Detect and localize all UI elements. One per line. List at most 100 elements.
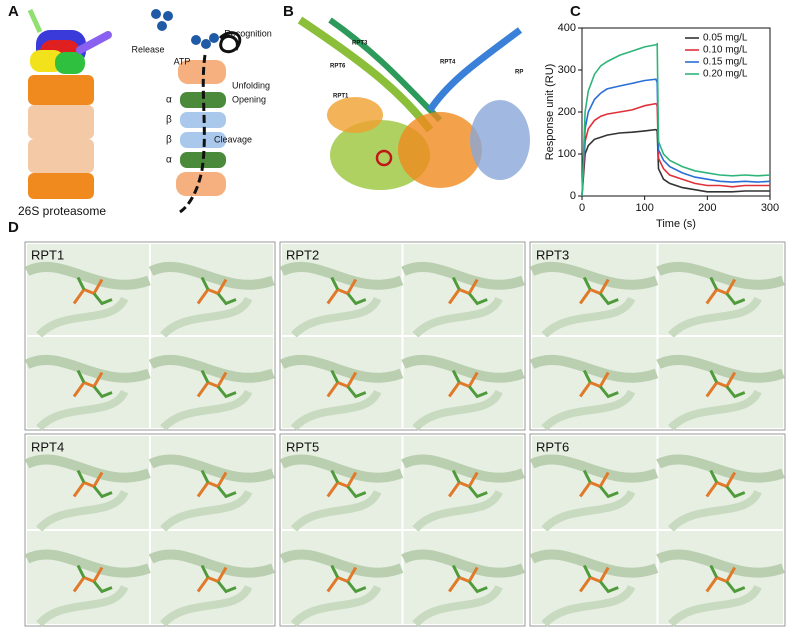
ribbon [160, 489, 253, 532]
ligand [196, 471, 228, 498]
ligand [582, 564, 619, 594]
legend-label: 0.15 mg/L [703, 57, 748, 68]
subunit-label: RPT1 [333, 94, 349, 100]
ligand [72, 471, 104, 498]
ribbon [36, 296, 129, 338]
y-tick-label: 100 [558, 148, 576, 160]
ligand [330, 276, 367, 306]
ligand [76, 564, 113, 594]
ligand [448, 566, 479, 593]
ribbon [667, 584, 762, 627]
x-tick-label: 300 [761, 202, 779, 214]
ligand [76, 369, 113, 399]
step-label: Cleavage [214, 134, 252, 144]
ligand [579, 566, 610, 593]
ribbon [412, 489, 503, 532]
ribbon [401, 261, 525, 290]
step-label: ATP [174, 56, 191, 66]
ligand [582, 469, 619, 499]
ribbon [290, 584, 382, 627]
subunit-label: RPT3 [352, 41, 368, 47]
ribbon [656, 261, 785, 290]
ribbon [656, 454, 785, 483]
ligand [330, 369, 367, 399]
degradation-schematic [151, 9, 242, 214]
ligand [451, 469, 488, 499]
ligand [330, 469, 367, 499]
ligand [196, 278, 228, 305]
subunit-label: RPT6 [330, 64, 346, 70]
ribbon [24, 549, 151, 578]
ribbon [290, 296, 382, 338]
ribbon [148, 549, 275, 578]
ligand [72, 278, 104, 305]
ligand [326, 371, 358, 398]
ribbon [290, 489, 382, 532]
ribbon [401, 454, 525, 483]
y-axis-label: Response unit (RU) [544, 64, 556, 161]
ribbon [667, 389, 762, 431]
step-label: Recognition [224, 28, 272, 38]
ribbon [529, 454, 659, 483]
ring-label: α [166, 95, 172, 106]
ligand [705, 371, 737, 398]
ligand [579, 371, 610, 398]
protein-structure [297, 16, 530, 190]
ribbon [148, 354, 275, 383]
y-tick-label: 0 [570, 190, 576, 202]
ligand [326, 278, 358, 305]
ribbon [541, 584, 636, 627]
step-label: Unfolding [232, 80, 270, 90]
ligand [76, 469, 113, 499]
panel-title: RPT2 [286, 247, 319, 262]
ribbon [36, 489, 129, 532]
ligand [448, 278, 479, 305]
ribbon [412, 584, 503, 627]
ribbon [279, 454, 404, 483]
x-tick-label: 100 [635, 202, 653, 214]
panel-label: A [8, 3, 19, 20]
panel-title: RPT5 [286, 439, 319, 454]
ribbon [656, 549, 785, 578]
ligand [709, 469, 746, 499]
ribbon [160, 296, 253, 338]
ribbon [24, 261, 151, 290]
panel-label: D [8, 219, 19, 236]
ribbon [541, 296, 636, 338]
ribbon [667, 489, 762, 532]
ribbon [412, 296, 503, 338]
subunit-label: RP [515, 70, 523, 76]
panel-title: RPT1 [31, 247, 64, 262]
x-tick-label: 200 [698, 202, 716, 214]
ligand [72, 371, 104, 398]
ligand [200, 564, 237, 594]
legend-label: 0.10 mg/L [703, 45, 748, 56]
panel-title: RPT6 [536, 439, 569, 454]
ligand [709, 369, 746, 399]
ribbon [529, 549, 659, 578]
ligand [705, 471, 737, 498]
ribbon [24, 354, 151, 383]
series-line [581, 42, 771, 197]
x-tick-label: 0 [579, 202, 585, 214]
ribbon [290, 389, 382, 431]
ring-label: β [166, 135, 172, 146]
ribbon [36, 584, 129, 627]
ligand [705, 278, 737, 305]
ribbon [529, 354, 659, 383]
ribbon [401, 354, 525, 383]
ribbon [529, 261, 659, 290]
ligand [72, 566, 104, 593]
y-tick-label: 400 [558, 22, 576, 34]
y-tick-label: 200 [558, 106, 576, 118]
ring-label: α [166, 155, 172, 166]
subunit-label: RPT4 [440, 60, 456, 66]
ligand [709, 564, 746, 594]
ribbon [279, 549, 404, 578]
ribbon [148, 454, 275, 483]
ligand [451, 564, 488, 594]
panel-label: C [570, 3, 581, 20]
ligand [709, 276, 746, 306]
ligand [448, 471, 479, 498]
